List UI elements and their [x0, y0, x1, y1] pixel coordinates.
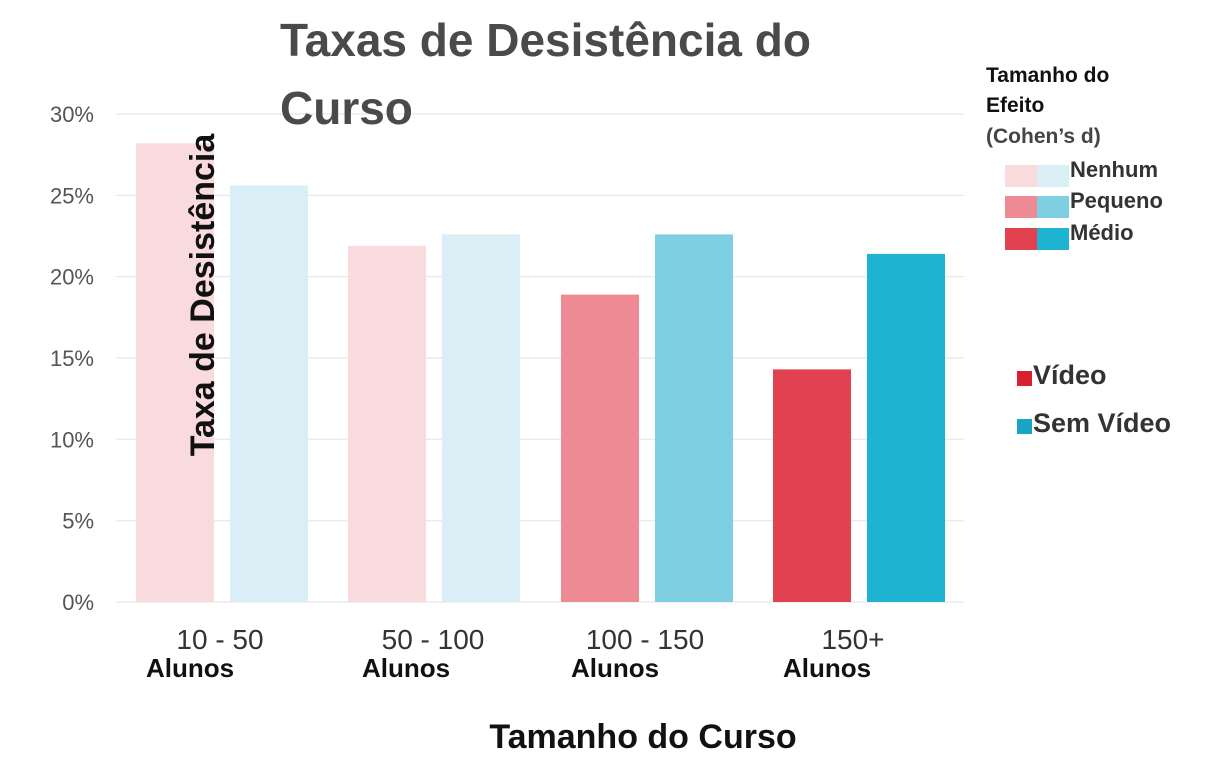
legend-swatch-video	[1005, 196, 1037, 218]
video-bar	[136, 143, 214, 602]
y-tick-label: 25%	[50, 183, 94, 208]
series-legend: Vídeo Sem Vídeo	[1017, 360, 1171, 438]
sem-video-bar	[867, 253, 945, 603]
legend-effect-title-line-2: Efeito	[986, 94, 1044, 117]
legend-effect-title-line-1: Tamanho do	[986, 64, 1109, 87]
y-axis-ticks: 0% 5% 10% 15% 20% 25% 30%	[50, 102, 94, 615]
x-tick-label: 100 - 150	[586, 624, 704, 655]
legend-effect-label: Médio	[1070, 220, 1134, 245]
legend-effect-label: Nenhum	[1070, 157, 1158, 182]
x-tick-sublabel: Alunos	[146, 653, 234, 683]
x-tick-label: 150+	[821, 624, 884, 655]
legend-sem-video-swatch	[1017, 419, 1032, 434]
x-tick-sublabel: Alunos	[783, 653, 871, 683]
legend-effect-subtitle: (Cohen’s d)	[986, 125, 1101, 148]
video-bar	[773, 369, 851, 602]
video-bar	[348, 245, 426, 602]
x-tick-sublabel: Alunos	[571, 653, 659, 683]
chart-title-line-2: Curso	[280, 82, 413, 134]
sem-video-bar	[442, 234, 520, 602]
legend-series-label: Vídeo	[1033, 360, 1107, 390]
y-tick-label: 5%	[62, 509, 94, 534]
video-bar	[561, 294, 639, 602]
legend-effect-label: Pequeno	[1070, 188, 1163, 213]
effect-legend-items: Nenhum Pequeno Médio	[1005, 157, 1163, 250]
legend-series-label: Sem Vídeo	[1033, 408, 1171, 438]
effect-size-legend: Tamanho do Efeito (Cohen’s d) Nenhum Pequ…	[986, 64, 1163, 250]
y-tick-label: 15%	[50, 346, 94, 371]
legend-swatch-sem-video	[1037, 165, 1069, 187]
sem-video-bar	[230, 185, 308, 602]
legend-swatch-video	[1005, 228, 1037, 250]
y-tick-label: 30%	[50, 102, 94, 127]
legend-swatch-sem-video	[1037, 228, 1069, 250]
x-tick-sublabel: Alunos	[362, 653, 450, 683]
legend-swatch-sem-video	[1037, 196, 1069, 218]
sem-video-bar	[655, 234, 733, 602]
x-tick-label: 50 - 100	[382, 624, 485, 655]
legend-video-swatch	[1017, 371, 1032, 386]
x-tick-label: 10 - 50	[176, 624, 263, 655]
x-axis-label: Tamanho do Curso	[489, 718, 796, 756]
legend-swatch-video	[1005, 165, 1037, 187]
y-tick-label: 20%	[50, 265, 94, 290]
bars	[136, 143, 945, 603]
y-tick-label: 10%	[50, 427, 94, 452]
chart-title-line-1: Taxas de Desistência do	[280, 14, 811, 66]
y-tick-label: 0%	[62, 590, 94, 615]
y-axis-label: Taxa de Desistência	[184, 133, 222, 457]
